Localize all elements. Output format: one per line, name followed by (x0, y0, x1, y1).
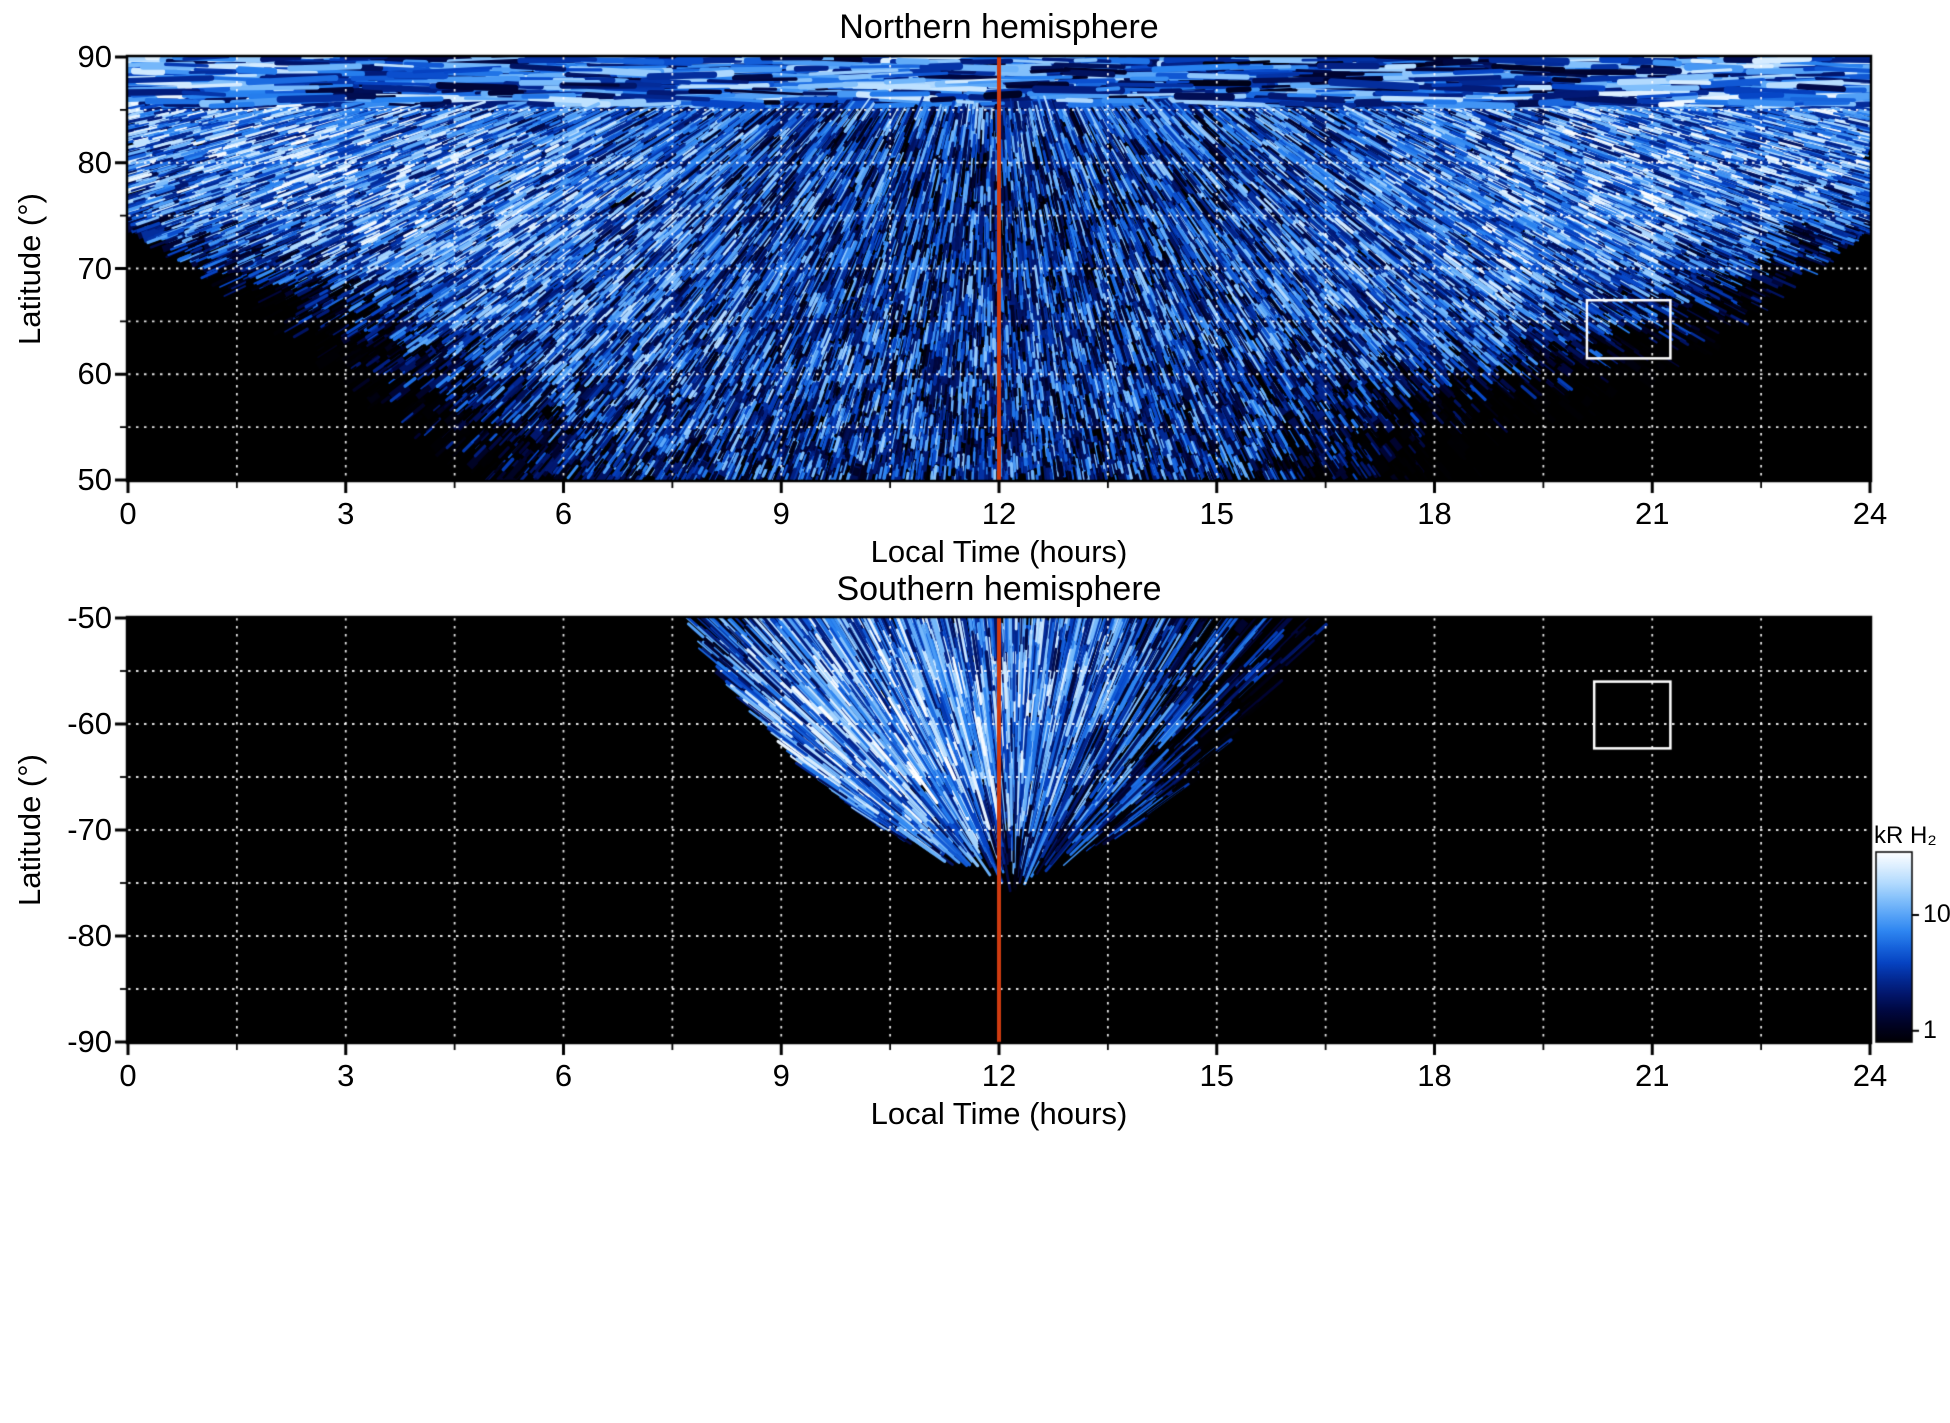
y-tick-label: 60 (77, 356, 112, 392)
y-tick-label: -50 (67, 600, 112, 635)
x-tick-label: 12 (981, 496, 1017, 531)
y-tick-label: -80 (67, 918, 112, 953)
x-tick-label: 21 (1635, 496, 1670, 531)
x-tick-label: 24 (1852, 496, 1888, 531)
y-tick-label: 90 (77, 39, 112, 74)
x-tick-label: 15 (1199, 1058, 1234, 1093)
north-panel-title: Northern hemisphere (839, 8, 1159, 46)
colorbar-tick-label: 10 (1923, 899, 1950, 928)
north-x-axis-label: Local Time (hours) (870, 534, 1128, 569)
x-tick-label: 18 (1417, 1058, 1452, 1093)
x-tick-label: 12 (981, 1058, 1017, 1093)
x-tick-label: 9 (772, 1058, 790, 1093)
y-tick-label: -90 (67, 1024, 112, 1059)
x-tick-label: 3 (337, 1058, 355, 1093)
y-tick-label: 70 (77, 250, 112, 286)
x-tick-label: 15 (1199, 496, 1234, 531)
x-tick-label: 21 (1635, 1058, 1670, 1093)
colorbar-tick-label: 1 (1923, 1015, 1937, 1044)
x-tick-label: 3 (337, 496, 355, 531)
y-tick-label: 50 (77, 462, 112, 497)
colorbar-label: kR H₂ (1874, 822, 1937, 849)
x-tick-label: 0 (119, 496, 137, 531)
x-tick-label: 24 (1852, 1058, 1888, 1093)
x-tick-label: 0 (119, 1058, 137, 1093)
x-tick-label: 6 (554, 496, 573, 531)
south-x-axis-label: Local Time (hours) (870, 1096, 1128, 1131)
y-tick-label: 80 (77, 144, 112, 180)
x-tick-label: 6 (554, 1058, 573, 1093)
y-tick-label: -60 (67, 706, 112, 741)
y-tick-label: -70 (67, 812, 112, 847)
x-tick-label: 9 (772, 496, 790, 531)
x-tick-label: 18 (1417, 496, 1452, 531)
south-panel-title: Southern hemisphere (836, 570, 1162, 608)
